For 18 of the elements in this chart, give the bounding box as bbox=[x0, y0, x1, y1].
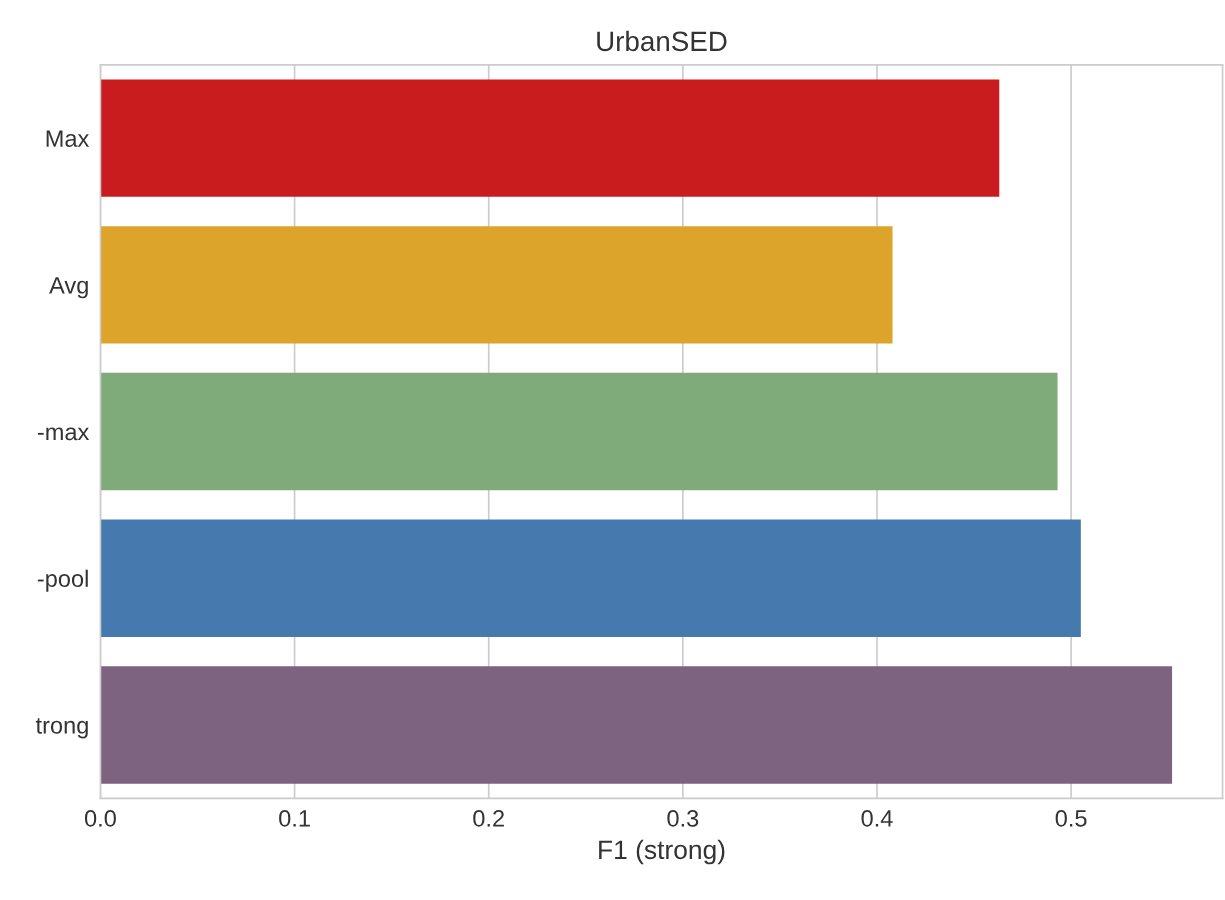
chart-title: UrbanSED bbox=[597, 30, 727, 52]
x-axis-title: F1 (strong) bbox=[599, 839, 725, 865]
bar bbox=[100, 372, 1058, 491]
x-tick-label: 0.4 bbox=[861, 810, 893, 827]
bar bbox=[100, 79, 1000, 197]
x-tick-label: 0.2 bbox=[473, 810, 504, 827]
bar bbox=[100, 519, 1081, 637]
y-tick-label: Avg bbox=[49, 277, 88, 299]
x-tick-label: 0.5 bbox=[1055, 810, 1087, 827]
x-tick-label: 0.1 bbox=[279, 810, 310, 827]
y-tick-label: -pool bbox=[37, 569, 88, 592]
bar bbox=[100, 226, 893, 344]
y-tick-label: Max bbox=[46, 130, 90, 147]
x-tick-label: 0.0 bbox=[84, 810, 116, 827]
x-tick-label: 0.3 bbox=[667, 810, 699, 827]
y-tick-label: -max bbox=[37, 427, 90, 441]
bar bbox=[100, 666, 1173, 784]
y-tick-label: trong bbox=[35, 718, 88, 739]
